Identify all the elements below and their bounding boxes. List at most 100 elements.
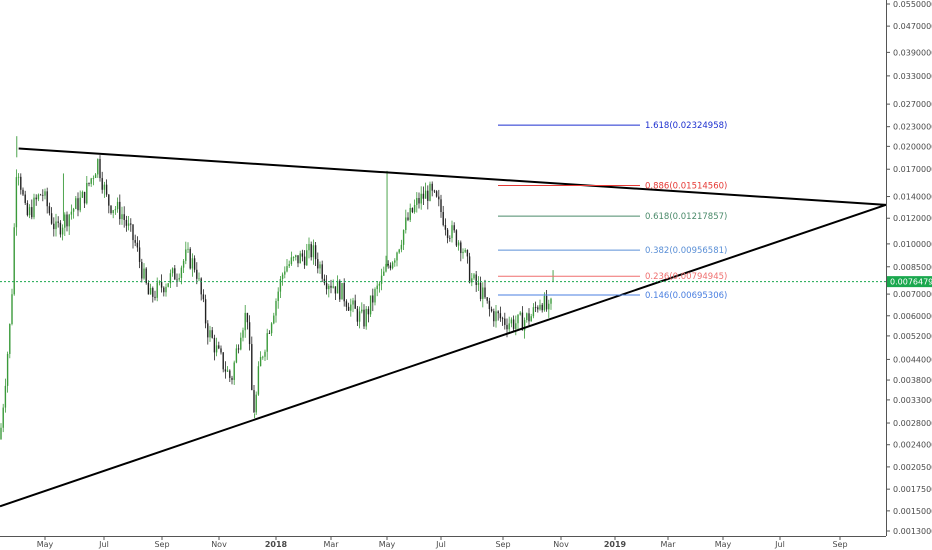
candle-body <box>264 351 266 357</box>
candle-body <box>405 217 407 231</box>
y-tick-label: 0.00330000 <box>893 396 932 405</box>
y-tick-label: 0.04700000 <box>893 22 932 31</box>
candle-body <box>50 213 53 224</box>
candle-body <box>165 286 167 293</box>
candle-body <box>455 230 458 246</box>
fib-label: 1.618(0.02324958) <box>645 121 727 131</box>
candle-body <box>433 190 436 192</box>
candle-body <box>372 295 374 303</box>
candle-body <box>72 208 75 212</box>
fib-levels[interactable]: 1.618(0.02324958) 0.886(0.01514560) 0.618(… <box>498 121 727 301</box>
candle-body <box>141 261 143 279</box>
candle-body <box>213 337 216 353</box>
candle-body <box>471 278 473 283</box>
candle-body <box>281 274 284 279</box>
candle-body <box>70 211 73 215</box>
x-tick-label: Jul <box>98 540 109 549</box>
plot-background <box>0 0 886 536</box>
candle-body <box>147 283 150 295</box>
candle-body <box>37 194 40 200</box>
plot-area[interactable]: 1.618(0.02324958) 0.886(0.01514560) 0.618(… <box>0 0 887 536</box>
y-tick-label: 0.00240000 <box>893 441 932 450</box>
candle-body <box>400 244 403 250</box>
candle-body <box>292 257 295 258</box>
candle-body <box>352 300 354 305</box>
trendline-lower[interactable] <box>0 203 887 508</box>
candle-body <box>218 345 220 349</box>
candle-body <box>35 197 37 200</box>
x-tick-label: May <box>715 540 732 549</box>
candle-body <box>240 337 242 350</box>
candle-body <box>266 333 268 352</box>
candle-body <box>187 248 189 250</box>
candle-body <box>130 223 132 225</box>
candle-body <box>97 159 99 175</box>
candle-body <box>440 199 442 212</box>
candle-body <box>237 348 240 350</box>
candle-body <box>319 264 321 269</box>
x-tick-label: Jul <box>435 540 446 549</box>
candle-body <box>198 278 200 280</box>
candle-body <box>321 264 323 279</box>
candle-body <box>345 301 348 307</box>
candle-body <box>301 253 304 257</box>
candle-body <box>383 271 385 276</box>
price-axis[interactable]: 0.05500000 0.04700000 0.03900000 0.03300000… <box>886 0 932 536</box>
candle-body <box>20 176 22 190</box>
candle-body <box>317 259 319 269</box>
candle-body <box>475 274 477 285</box>
candle-body <box>275 300 277 316</box>
x-tick-label: 2018 <box>265 540 288 549</box>
candle-body <box>189 248 191 269</box>
candle-body <box>92 178 95 179</box>
y-tick-label: 0.02700000 <box>893 100 932 109</box>
y-tick-label: 0.00440000 <box>893 355 932 364</box>
candle-body <box>253 390 255 413</box>
candle-body <box>339 280 341 300</box>
candle-body <box>83 191 86 204</box>
candle-body <box>200 278 202 295</box>
x-tick-label: May <box>37 540 54 549</box>
candle-body <box>306 250 308 266</box>
candle-body <box>473 274 475 279</box>
y-tick-label: 0.05500000 <box>893 0 932 9</box>
candle-body <box>286 266 288 272</box>
candle-body <box>488 300 491 310</box>
y-tick-label: 0.01000000 <box>893 240 932 249</box>
candle-body <box>356 308 359 322</box>
candle-body <box>86 182 88 204</box>
candle-body <box>328 285 330 290</box>
candle-body <box>136 242 139 248</box>
trendline-upper[interactable] <box>18 147 887 206</box>
candle-body <box>343 283 345 302</box>
candle-body <box>13 227 15 295</box>
candle-body <box>24 194 26 204</box>
candle-body <box>464 250 466 252</box>
candle-body <box>490 309 493 312</box>
candle-body <box>156 282 158 298</box>
candle-body <box>158 281 161 283</box>
candle-body <box>424 190 427 199</box>
y-tick-label: 0.00280000 <box>893 419 932 428</box>
y-tick-label: 0.00380000 <box>893 376 932 385</box>
candle-body <box>468 256 471 283</box>
candle-body <box>517 314 519 324</box>
candle-body <box>119 201 121 220</box>
candle-body <box>224 369 227 372</box>
candle-body <box>94 174 97 179</box>
candle-body <box>273 315 275 324</box>
candle-body <box>90 178 92 184</box>
trendlines[interactable] <box>0 147 887 508</box>
candle-body <box>64 214 66 228</box>
candle-body <box>325 283 328 290</box>
candle-body <box>55 221 57 230</box>
x-tick-label: Jul <box>774 540 785 549</box>
candle-body <box>416 197 418 205</box>
y-tick-label: 0.03300000 <box>893 72 932 81</box>
candle-body <box>169 273 172 284</box>
candle-body <box>303 256 306 266</box>
x-tick-label: Sep <box>495 540 510 549</box>
time-axis[interactable]: May Jul Sep Nov 2018 Mar May Jul Sep Nov 2019 Mar Ma… <box>37 536 848 549</box>
candle-body <box>101 178 103 190</box>
